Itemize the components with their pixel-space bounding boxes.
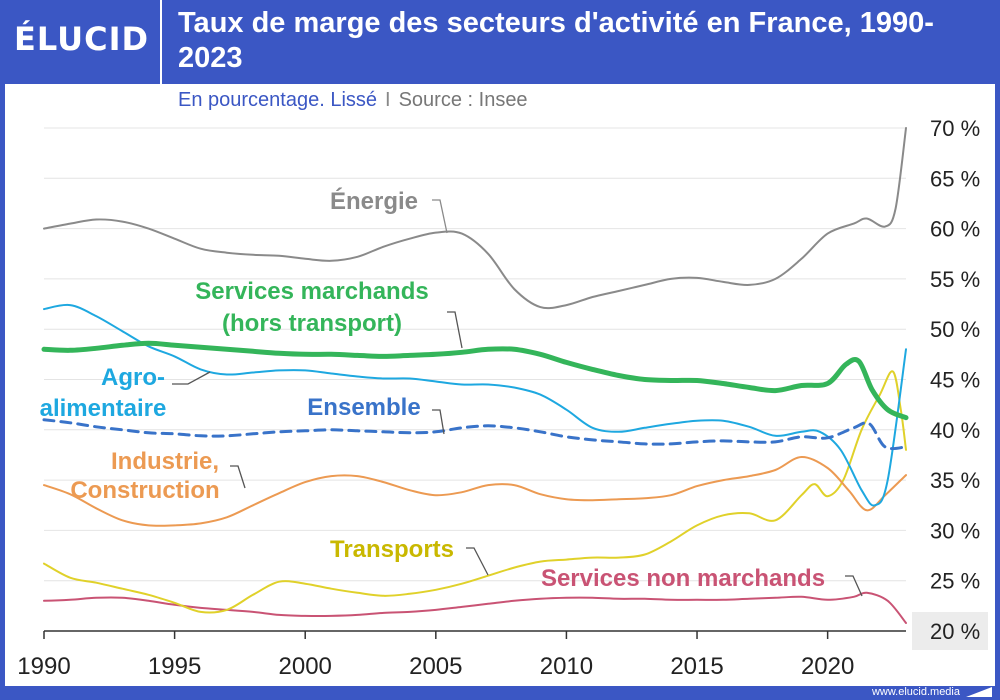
series-line <box>43 303 907 507</box>
chart-subtitle: En pourcentage. Lissé I Source : Insee <box>178 89 528 112</box>
y-tick-label: 45 % <box>930 368 980 393</box>
series-annotation: Services non marchands <box>541 565 825 592</box>
series-annotation: Industrie, <box>111 448 219 475</box>
y-tick-highlight <box>912 612 988 650</box>
y-tick-label: 55 % <box>930 267 980 292</box>
subtitle-separator: I <box>385 89 391 111</box>
annotation-leader-line <box>466 547 489 576</box>
x-tick-label: 1995 <box>148 653 201 680</box>
series-line <box>43 127 907 310</box>
series-line <box>43 455 907 527</box>
annotation-leader-line <box>230 465 246 489</box>
series-annotation: Ensemble <box>307 394 420 421</box>
x-tick-label: 2015 <box>670 653 723 680</box>
series-annotation: Services marchands <box>195 278 428 305</box>
series-annotation: (hors transport) <box>222 310 402 337</box>
x-tick-label: 2020 <box>801 653 854 680</box>
y-tick-label: 35 % <box>930 468 980 493</box>
series-line <box>43 370 907 614</box>
logo-divider <box>160 0 162 84</box>
series-annotation: Transports <box>330 536 454 563</box>
annotation-leader-line <box>172 371 211 385</box>
brand-logo[interactable]: ÉLUCID <box>14 20 150 58</box>
annotation-leader-line <box>845 575 863 597</box>
chart-title: Taux de marge des secteurs d'activité en… <box>178 7 934 74</box>
footer-url[interactable]: www.elucid.media <box>871 686 960 698</box>
brand-mark-icon <box>966 687 992 697</box>
annotation-leader-line <box>447 311 463 349</box>
subtitle-note: En pourcentage. Lissé <box>178 89 378 111</box>
y-tick-label: 20 % <box>930 619 980 644</box>
x-tick-label: 2005 <box>409 653 462 680</box>
x-tick-label: 2000 <box>279 653 332 680</box>
y-tick-label: 50 % <box>930 317 980 342</box>
annotation-leader-line <box>432 409 445 435</box>
y-tick-label: 70 % <box>930 116 980 141</box>
series-line <box>43 591 907 624</box>
series-annotation: Agro- <box>101 364 165 391</box>
y-tick-label: 30 % <box>930 518 980 543</box>
y-tick-label: 60 % <box>930 217 980 242</box>
y-tick-label: 65 % <box>930 166 980 191</box>
series-line <box>41 340 909 421</box>
series-annotation: Construction <box>70 477 219 504</box>
series-line <box>42 418 908 451</box>
source-note: Source : Insee <box>398 89 528 111</box>
series-annotation: Énergie <box>330 187 418 215</box>
annotation-leader-line <box>432 199 448 234</box>
y-tick-label: 40 % <box>930 418 980 443</box>
x-tick-label: 2010 <box>540 653 593 680</box>
x-tick-label: 1990 <box>17 653 70 680</box>
series-annotation: alimentaire <box>40 395 167 422</box>
y-tick-label: 25 % <box>930 569 980 594</box>
header-bar: ÉLUCID Taux de marge des secteurs d'acti… <box>0 0 1000 84</box>
